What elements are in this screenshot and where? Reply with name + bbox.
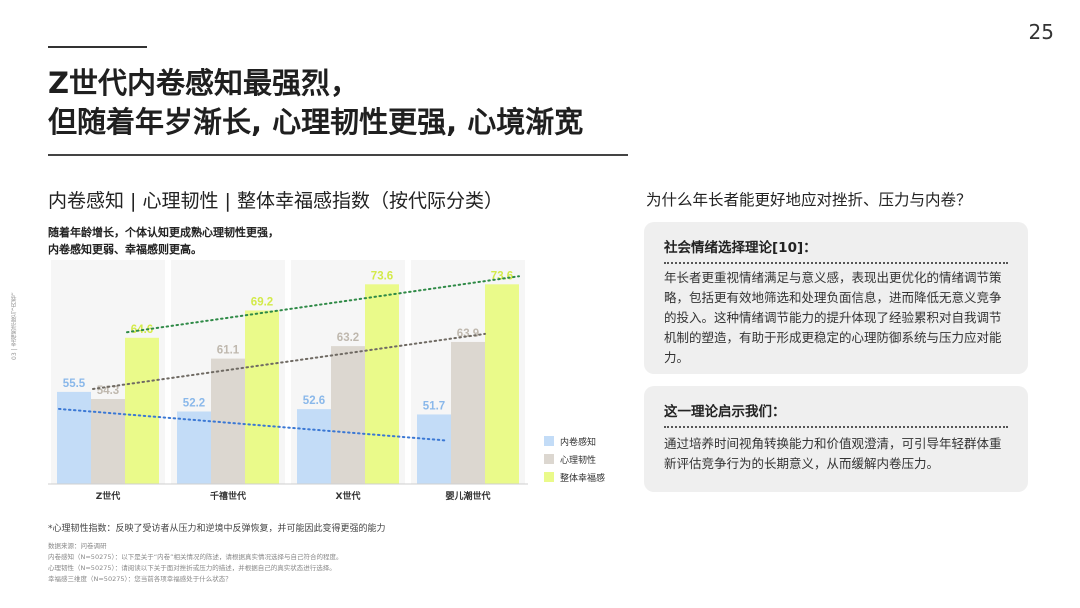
- bar: [57, 391, 91, 484]
- theory-card-title: 社会情绪选择理论[10]：: [664, 240, 817, 256]
- chart-title: 内卷感知 | 心理韧性 | 整体幸福感指数（按代际分类）: [48, 190, 503, 212]
- data-label: 55.5: [63, 378, 86, 390]
- title-rule: [48, 154, 628, 156]
- data-label: 51.7: [423, 400, 445, 412]
- x-tick-label: 千禧世代: [210, 490, 246, 502]
- section-side-label: 03 | 幸福感浓度与“内卷”: [11, 292, 18, 360]
- bar: [211, 358, 245, 484]
- source-line: 数据来源：问卷调研: [48, 542, 107, 550]
- source-line: 幸福感三维度（N=50275）：您当前各项幸福感处于什么状态？: [48, 575, 232, 583]
- data-label: 63.2: [337, 332, 359, 344]
- x-tick-label: X世代: [336, 490, 361, 502]
- legend-swatch: [544, 436, 554, 446]
- footnote: *心理韧性指数：反映了受访者从压力和逆境中反弹恢复，并可能因此变得更强的能力: [48, 524, 386, 534]
- top-rule: [48, 46, 147, 48]
- insight-card-title: 这一理论启示我们：: [664, 404, 786, 420]
- insight-card: 这一理论启示我们： 通过培养时间视角转换能力和价值观澄清，可引导年轻群体重新评估…: [644, 386, 1028, 492]
- legend-swatch: [544, 472, 554, 482]
- source-line: 心理韧性（N=50275）：请阅读以下关于面对挫折或压力的描述，并根据自己的真实…: [48, 564, 336, 572]
- bar: [177, 411, 211, 484]
- legend-label: 心理韧性: [560, 454, 596, 466]
- x-tick-label: Z世代: [96, 490, 121, 502]
- bar: [331, 346, 365, 484]
- generation-bar-chart: 55.552.252.651.754.361.163.263.964.669.2…: [48, 260, 605, 502]
- trend-line: [92, 332, 486, 390]
- data-label: 73.6: [371, 270, 393, 282]
- page-number: 25: [1028, 20, 1054, 44]
- trend-line: [126, 275, 520, 334]
- side-question: 为什么年长者能更好地应对挫折、压力与内卷？: [646, 191, 972, 209]
- data-label: 63.9: [457, 328, 479, 340]
- data-label: 73.6: [491, 270, 513, 282]
- card-divider: [664, 426, 1008, 428]
- theory-card: 社会情绪选择理论[10]： 年长者更重视情绪满足与意义感，表现出更优化的情绪调节…: [644, 222, 1028, 374]
- legend-label: 内卷感知: [560, 436, 596, 448]
- bar: [365, 284, 399, 484]
- chart-subtitle-line-2: 内卷感知更弱、幸福感则更高。: [48, 243, 202, 256]
- trend-line: [58, 407, 448, 442]
- source-line: 内卷感知（N=50275）：以下是关于“内卷”相关情况的陈述，请根据真实情况选择…: [48, 553, 343, 561]
- insight-card-body: 通过培养时间视角转换能力和价值观澄清，可引导年轻群体重新评估竞争行为的长期意义，…: [664, 436, 1002, 471]
- data-source: 数据来源：问卷调研 内卷感知（N=50275）：以下是关于“内卷”相关情况的陈述…: [48, 541, 342, 585]
- page-title-line-2: 但随着年岁渐长, 心理韧性更强, 心境渐宽: [48, 105, 584, 139]
- page-title-line-1: Z世代内卷感知最强烈，: [48, 66, 360, 100]
- bar: [297, 409, 331, 484]
- bar: [451, 341, 485, 484]
- page-title: Z世代内卷感知最强烈， 但随着年岁渐长, 心理韧性更强, 心境渐宽: [48, 64, 668, 142]
- bar: [417, 414, 451, 484]
- data-label: 52.2: [183, 397, 205, 409]
- data-label: 69.2: [251, 296, 273, 308]
- chart-subtitle-line-1: 随着年龄增长，个体认知更成熟心理韧性更强，: [48, 226, 279, 239]
- data-label: 61.1: [217, 345, 240, 357]
- bar: [245, 310, 279, 484]
- legend-label: 整体幸福感: [560, 472, 605, 484]
- theory-card-body: 年长者更重视情绪满足与意义感，表现出更优化的情绪调节策略，包括更有效地筛选和处理…: [664, 270, 1002, 365]
- chart-subtitle: 随着年龄增长，个体认知更成熟心理韧性更强， 内卷感知更弱、幸福感则更高。: [48, 224, 279, 258]
- data-label: 52.6: [303, 395, 325, 407]
- card-divider: [664, 262, 1008, 264]
- x-tick-label: 婴儿潮世代: [445, 490, 490, 502]
- bar: [125, 337, 159, 484]
- bar: [485, 284, 519, 484]
- legend-swatch: [544, 454, 554, 464]
